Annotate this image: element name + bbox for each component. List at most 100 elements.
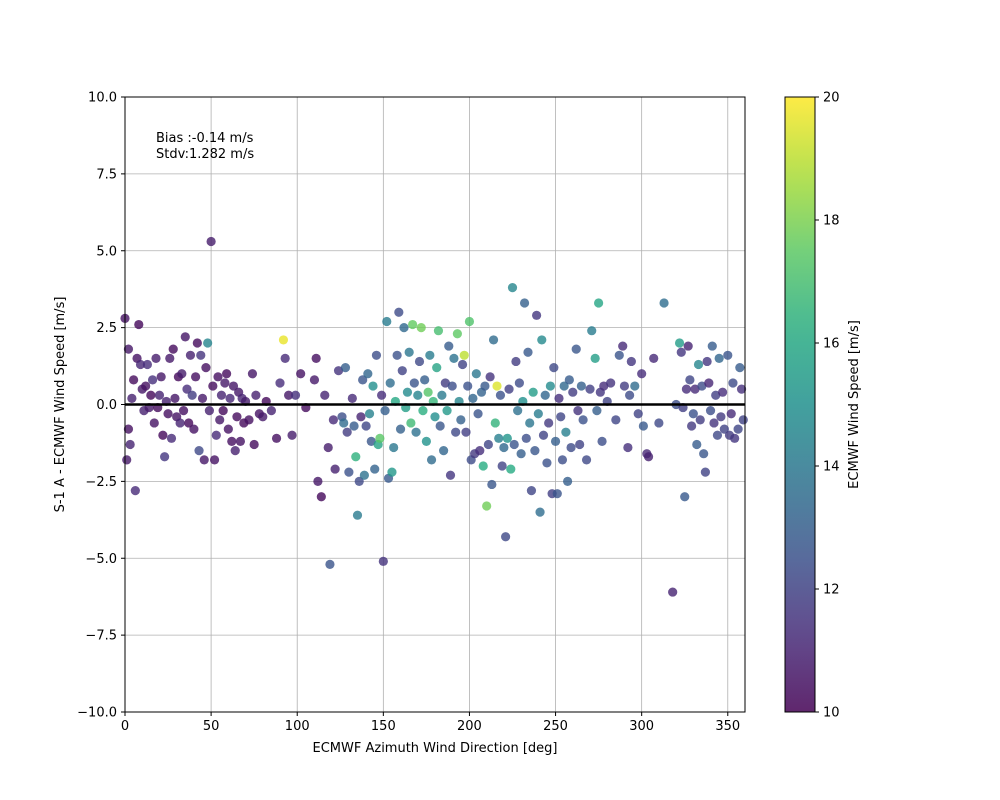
data-point — [618, 341, 628, 351]
data-point — [392, 350, 402, 360]
data-point — [700, 467, 710, 477]
plot-area: 0 50 100 150 200 250 300 350 −10.0 −7.5 −5.0 −2.5 0.… — [53, 91, 748, 756]
data-point — [473, 409, 483, 419]
data-point — [154, 390, 165, 400]
data-point — [284, 390, 294, 400]
data-point — [523, 347, 533, 357]
colorbar-tick-label: 20 — [823, 91, 840, 106]
data-point — [408, 319, 418, 330]
data-point — [339, 418, 349, 428]
data-point — [437, 390, 447, 400]
data-point — [204, 406, 214, 416]
data-point — [659, 298, 669, 308]
data-point — [328, 415, 338, 425]
data-point — [141, 381, 151, 391]
data-point — [351, 452, 361, 462]
data-point — [451, 427, 461, 437]
data-point — [333, 366, 344, 376]
y-tick-label: −5.0 — [85, 552, 117, 567]
data-point — [494, 433, 504, 443]
data-point — [695, 415, 705, 425]
data-point — [668, 587, 678, 597]
data-point — [699, 449, 709, 459]
bias-annotation: Bias :-0.14 m/s — [156, 131, 254, 146]
data-point — [513, 406, 523, 416]
data-point — [611, 415, 621, 425]
data-point — [123, 424, 134, 434]
data-point — [364, 409, 375, 419]
colorbar-frame — [784, 96, 816, 713]
data-point — [166, 433, 177, 443]
data-point — [492, 381, 502, 391]
data-point — [375, 433, 385, 443]
data-point — [449, 353, 459, 363]
data-point — [726, 409, 736, 419]
data-point — [687, 421, 697, 431]
data-point — [714, 353, 724, 363]
data-point — [599, 381, 609, 391]
data-point — [228, 381, 239, 391]
data-point — [420, 375, 430, 385]
data-point — [540, 390, 550, 400]
data-point — [674, 338, 685, 348]
data-point — [619, 381, 630, 391]
data-point — [325, 559, 335, 570]
data-point — [165, 353, 175, 363]
colorbar: 10 12 14 16 18 20 ECMWF Wind Speed [m/s] — [784, 91, 862, 721]
data-point — [537, 335, 547, 345]
data-point — [459, 350, 469, 360]
data-point — [549, 363, 559, 373]
colorbar-gradient — [785, 97, 815, 712]
data-point — [134, 319, 144, 330]
data-point — [156, 372, 166, 382]
data-point — [223, 424, 233, 434]
data-point — [340, 363, 351, 373]
data-point — [516, 449, 526, 459]
y-tick-label: −10.0 — [77, 706, 117, 721]
data-point — [501, 532, 511, 542]
data-point — [218, 406, 228, 416]
data-point — [690, 384, 700, 394]
data-point — [280, 353, 290, 363]
data-point — [471, 369, 481, 379]
data-point — [382, 316, 392, 327]
data-point — [525, 418, 535, 428]
data-point — [349, 421, 359, 431]
data-point — [232, 412, 242, 422]
data-point — [556, 412, 566, 422]
data-point — [216, 390, 227, 400]
data-point — [576, 381, 586, 391]
x-tick-label: 150 — [371, 719, 396, 734]
data-point — [514, 378, 524, 388]
x-tick-label: 0 — [121, 719, 129, 734]
data-point — [463, 381, 473, 391]
data-point — [442, 406, 452, 416]
data-point — [251, 390, 261, 400]
data-point — [147, 375, 158, 385]
x-tick-label: 300 — [629, 719, 654, 734]
data-point — [564, 375, 574, 385]
data-point — [397, 366, 407, 376]
data-point — [380, 406, 390, 416]
data-point — [461, 427, 471, 437]
data-point — [244, 415, 254, 425]
y-tick-label: −2.5 — [85, 475, 117, 490]
data-point — [187, 390, 197, 400]
data-point — [709, 418, 719, 428]
data-point — [409, 378, 419, 388]
data-point — [123, 344, 134, 354]
data-point — [550, 436, 561, 446]
data-point — [371, 350, 382, 360]
data-point — [290, 390, 301, 400]
data-point — [535, 507, 545, 517]
data-point — [211, 430, 221, 440]
data-point — [135, 359, 146, 370]
data-point — [356, 412, 366, 422]
data-point — [590, 353, 600, 363]
data-point — [352, 510, 363, 520]
data-point — [122, 455, 132, 465]
data-point — [203, 338, 213, 348]
colorbar-tick-label: 14 — [823, 460, 840, 475]
data-point — [573, 406, 583, 416]
data-point — [399, 323, 409, 333]
